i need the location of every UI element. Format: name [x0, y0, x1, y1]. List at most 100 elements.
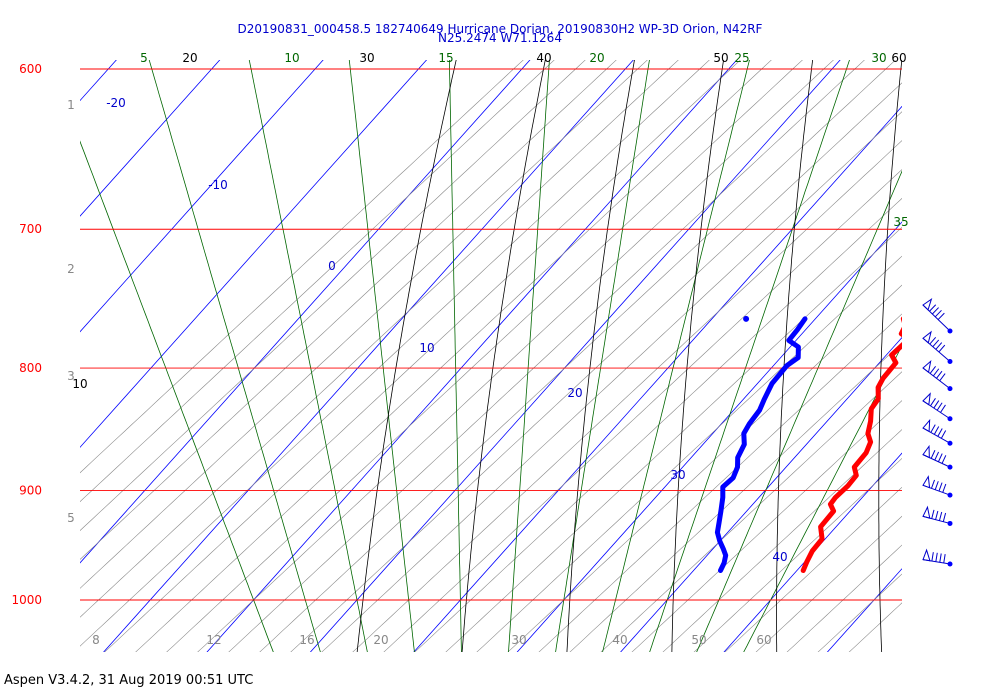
wind-barb-feather	[942, 512, 947, 522]
isotherm-label: -20	[106, 96, 126, 110]
isotherm-line	[80, 60, 428, 448]
wind-barb-pennant	[922, 330, 932, 344]
wind-barb-feather	[932, 307, 939, 315]
moist-adiabat-line	[348, 60, 415, 652]
isotherm-label: 10	[419, 341, 434, 355]
wind-barb-pennant	[922, 444, 930, 459]
isotherm-label: 0	[328, 259, 336, 273]
left-axis-tick-label: 3	[67, 369, 75, 383]
mixing-ratio-line	[352, 140, 902, 652]
isotherm-line	[620, 336, 902, 652]
mixing-ratio-line	[662, 429, 902, 652]
dry-adiabat-label: 10	[72, 377, 87, 391]
wind-barb-feather	[930, 398, 936, 407]
wind-barb	[922, 392, 953, 422]
isotherm-line	[80, 60, 221, 217]
isotherm-line	[413, 105, 902, 652]
wind-barb-feather	[933, 400, 940, 409]
mixing-ratio-line	[755, 515, 902, 652]
isotherm-label: -10	[208, 178, 228, 192]
isobar-label: 700	[19, 222, 42, 236]
wind-barb-station	[947, 328, 953, 334]
wind-barb-feather	[942, 483, 947, 493]
mixing-ratio-label: 8	[92, 633, 100, 647]
chart-subtitle: N25.2474 W71.1264	[438, 31, 562, 45]
left-axis-tick-label: 2	[67, 262, 75, 276]
wind-barb	[922, 330, 953, 365]
wind-barb-station	[947, 520, 953, 526]
wind-barb-feather	[931, 509, 935, 519]
moist-adiabat-line	[508, 60, 550, 652]
isotherm-line	[723, 452, 902, 652]
wind-barb-pennant	[922, 392, 931, 406]
isobar-label: 900	[19, 483, 42, 497]
dry-adiabat-label: 20	[182, 51, 197, 65]
mixing-ratio-line	[80, 60, 555, 503]
mixing-ratio-label: 16	[299, 633, 314, 647]
wind-barb-feather	[937, 312, 945, 320]
wind-barb-station	[947, 386, 953, 392]
dry-adiabat-line	[356, 60, 457, 652]
moist-adiabat-line	[148, 60, 321, 652]
mixing-ratio-line	[569, 342, 902, 652]
moist-adiabat-line	[602, 60, 750, 652]
wind-barb-feather	[935, 342, 943, 350]
mixing-ratio-line	[476, 255, 902, 652]
wind-barb-feather	[931, 552, 934, 562]
wind-barb	[922, 418, 953, 446]
dry-adiabat-line	[461, 60, 546, 652]
moist-adiabat-line	[248, 60, 368, 652]
wind-barb-pennant	[922, 297, 933, 311]
wind-barb-pennant	[922, 548, 931, 562]
left-axis-tick-label: 1	[67, 98, 75, 112]
wind-barb-feather	[938, 511, 943, 521]
isotherm-line	[309, 60, 841, 652]
wind-barb-feather	[932, 368, 940, 377]
wind-barb-pennant	[922, 418, 931, 433]
mixing-ratio-line	[724, 486, 902, 652]
wind-barb-feather	[929, 336, 937, 345]
mixing-ratio-line	[80, 60, 586, 531]
wind-barb-pennant	[922, 475, 931, 489]
wind-barb-station	[947, 464, 953, 470]
left-axis-tick-label: 5	[67, 511, 75, 525]
mixing-ratio-line	[228, 60, 865, 652]
wind-barb-feather	[936, 370, 943, 379]
mixing-ratio-line	[693, 457, 902, 652]
wind-barb-feather	[940, 430, 947, 439]
mixing-ratio-line	[507, 284, 902, 652]
wind-barb-feather	[939, 373, 946, 382]
wind-barb-feather	[939, 553, 942, 563]
isobar-label: 600	[19, 62, 42, 76]
mixing-ratio-line	[848, 602, 902, 652]
chart-title: D20190831_000458.5 182740649 Hurricane D…	[238, 22, 763, 36]
moist-adiabat-line	[743, 344, 902, 652]
dewpoint-profile	[714, 316, 808, 573]
wind-barb-feather	[941, 455, 947, 464]
dry-adiabat-label: 30	[359, 51, 374, 65]
isobar-label: 1000	[11, 593, 42, 607]
mixing-ratio-label: 40	[612, 633, 627, 647]
moist-adiabat-label: 30	[871, 51, 886, 65]
mixing-ratio-line	[80, 60, 679, 618]
wind-barb-feather	[933, 426, 940, 435]
moist-adiabat-label: 15	[438, 51, 453, 65]
isotherm-line	[206, 60, 738, 652]
dry-adiabat-line	[671, 60, 724, 652]
moist-adiabat-label: 25	[734, 51, 749, 65]
isotherm-line	[906, 0, 1000, 680]
mixing-ratio-label: 20	[373, 633, 388, 647]
temperature-profile	[800, 316, 902, 573]
moist-adiabat-line	[555, 60, 650, 652]
mixing-ratio-line	[135, 60, 772, 652]
dewpoint-point	[743, 315, 750, 322]
wind-barb-feather	[936, 402, 943, 411]
wind-barb-feather	[938, 482, 943, 492]
isotherm-line	[80, 60, 531, 564]
moist-adiabat-line	[448, 60, 462, 652]
wind-barb-station	[947, 440, 953, 446]
wind-barb-station	[947, 492, 953, 498]
wind-barb-feather	[932, 339, 940, 348]
mixing-ratio-label: 50	[691, 633, 706, 647]
moist-adiabat-line	[696, 170, 902, 652]
